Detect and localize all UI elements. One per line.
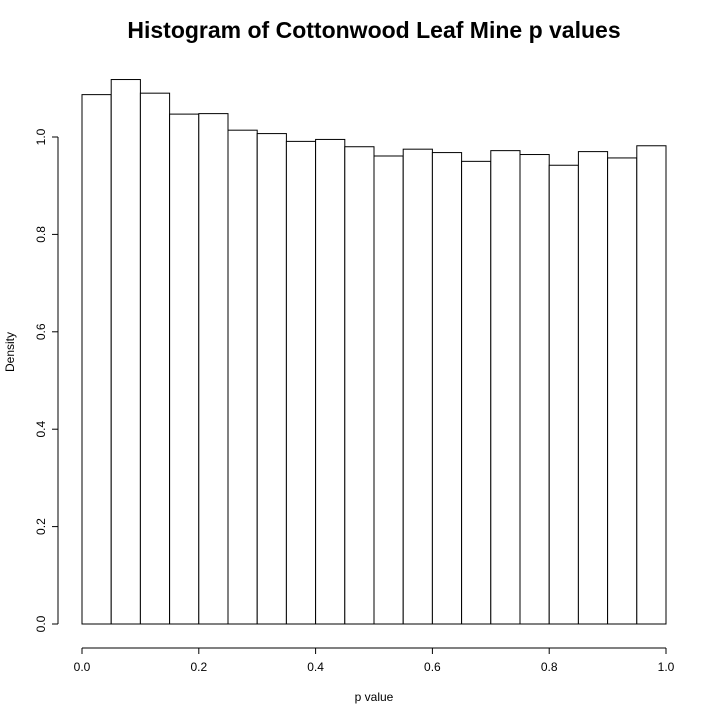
histogram-bar xyxy=(256,133,287,625)
x-axis-label: p value xyxy=(355,690,394,704)
histogram-bar xyxy=(519,154,550,625)
histogram-bar xyxy=(636,145,667,625)
histogram-bar xyxy=(139,92,171,625)
histogram-bar xyxy=(402,148,433,625)
x-tick-label: 0.4 xyxy=(307,660,324,674)
y-tick-label: 0.4 xyxy=(34,421,48,438)
x-tick-label: 0.6 xyxy=(424,660,441,674)
x-tick-label: 1.0 xyxy=(658,660,675,674)
x-tick-label: 0.2 xyxy=(190,660,207,674)
histogram-bar xyxy=(577,151,609,625)
y-tick-label: 0.8 xyxy=(34,226,48,243)
y-tick-label: 1.0 xyxy=(34,128,48,145)
y-tick-label: 0.2 xyxy=(34,518,48,535)
y-tick-label: 0.6 xyxy=(34,323,48,340)
bars-group xyxy=(81,79,667,625)
histogram-bar xyxy=(490,150,521,625)
histogram-bar xyxy=(227,129,258,625)
y-axis: 0.0 0.2 0.4 0.6 0.8 1.0 xyxy=(34,128,59,632)
x-axis: 0.0 0.2 0.4 0.6 0.8 1.0 xyxy=(74,647,675,674)
histogram-bar xyxy=(315,138,346,625)
histogram-bar xyxy=(431,152,463,625)
y-tick-label: 0.0 xyxy=(34,615,48,632)
histogram-bar xyxy=(607,157,638,625)
histogram-bar xyxy=(169,113,200,625)
histogram-bar xyxy=(198,113,229,625)
histogram-bar xyxy=(461,160,492,625)
histogram-bar xyxy=(373,155,404,625)
x-tick-label: 0.0 xyxy=(74,660,91,674)
histogram-bar xyxy=(344,146,375,625)
histogram-bar xyxy=(548,164,579,625)
histogram-bar xyxy=(81,94,112,625)
chart-title: Histogram of Cottonwood Leaf Mine p valu… xyxy=(127,17,620,43)
histogram-bar xyxy=(285,140,317,625)
histogram-bar xyxy=(110,79,141,625)
x-tick-label: 0.8 xyxy=(541,660,558,674)
y-axis-label: Density xyxy=(3,332,17,372)
